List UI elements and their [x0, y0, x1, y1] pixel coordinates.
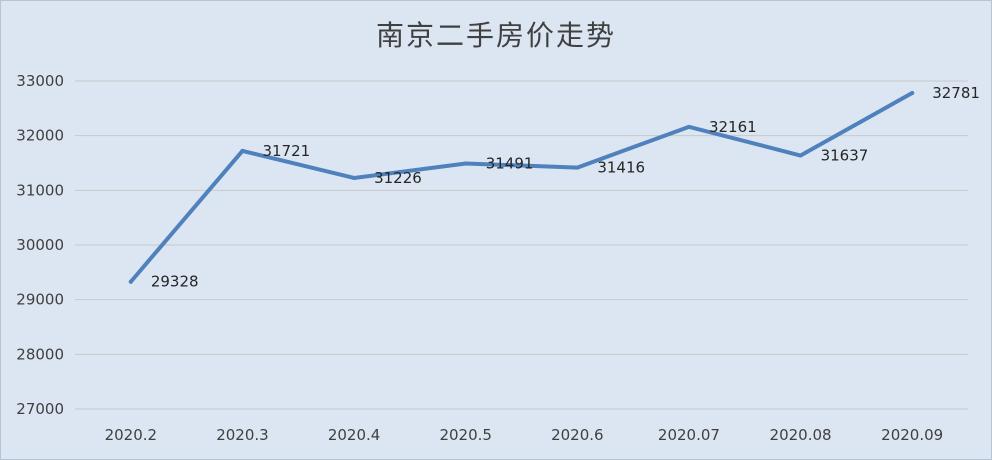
data-point	[798, 153, 803, 158]
data-point	[240, 148, 245, 153]
data-point	[686, 124, 691, 129]
data-point	[910, 90, 915, 95]
x-tick-label: 2020.4	[328, 426, 381, 444]
y-axis-ticks: 27000 28000 29000 30000 31000 32000 33000	[16, 72, 64, 418]
data-labels: 29328 31721 31226 31491 31416 32161 31637 32781	[151, 84, 980, 291]
x-tick-label: 2020.08	[770, 426, 832, 444]
series-line-layer	[128, 90, 915, 284]
chart-title: 南京二手房价走势	[375, 19, 616, 52]
data-label: 29328	[151, 273, 199, 291]
data-label: 31491	[486, 154, 534, 172]
data-label: 31416	[597, 159, 645, 177]
gridlines	[75, 80, 968, 410]
x-tick-label: 2020.5	[439, 426, 492, 444]
y-tick-label: 27000	[16, 400, 64, 418]
data-point	[575, 165, 580, 170]
y-tick-label: 31000	[16, 181, 64, 199]
data-label: 32161	[709, 118, 757, 136]
y-tick-label: 33000	[16, 72, 64, 90]
data-label: 31637	[821, 147, 869, 165]
x-tick-label: 2020.07	[658, 426, 720, 444]
data-point	[352, 175, 357, 180]
x-tick-label: 2020.09	[881, 426, 943, 444]
series-line	[128, 90, 915, 284]
x-axis-ticks: 2020.2 2020.3 2020.4 2020.5 2020.6 2020.07 202…	[105, 426, 944, 444]
y-tick-label: 29000	[16, 291, 64, 309]
y-tick-label: 30000	[16, 236, 64, 254]
data-label: 31226	[374, 169, 422, 187]
x-tick-label: 2020.2	[105, 426, 158, 444]
data-point	[463, 161, 468, 166]
data-label: 31721	[262, 142, 310, 160]
y-tick-label: 32000	[16, 127, 64, 145]
y-tick-label: 28000	[16, 345, 64, 363]
x-tick-label: 2020.3	[216, 426, 269, 444]
data-point	[128, 279, 133, 284]
x-tick-label: 2020.6	[551, 426, 604, 444]
data-label: 32781	[932, 84, 980, 102]
